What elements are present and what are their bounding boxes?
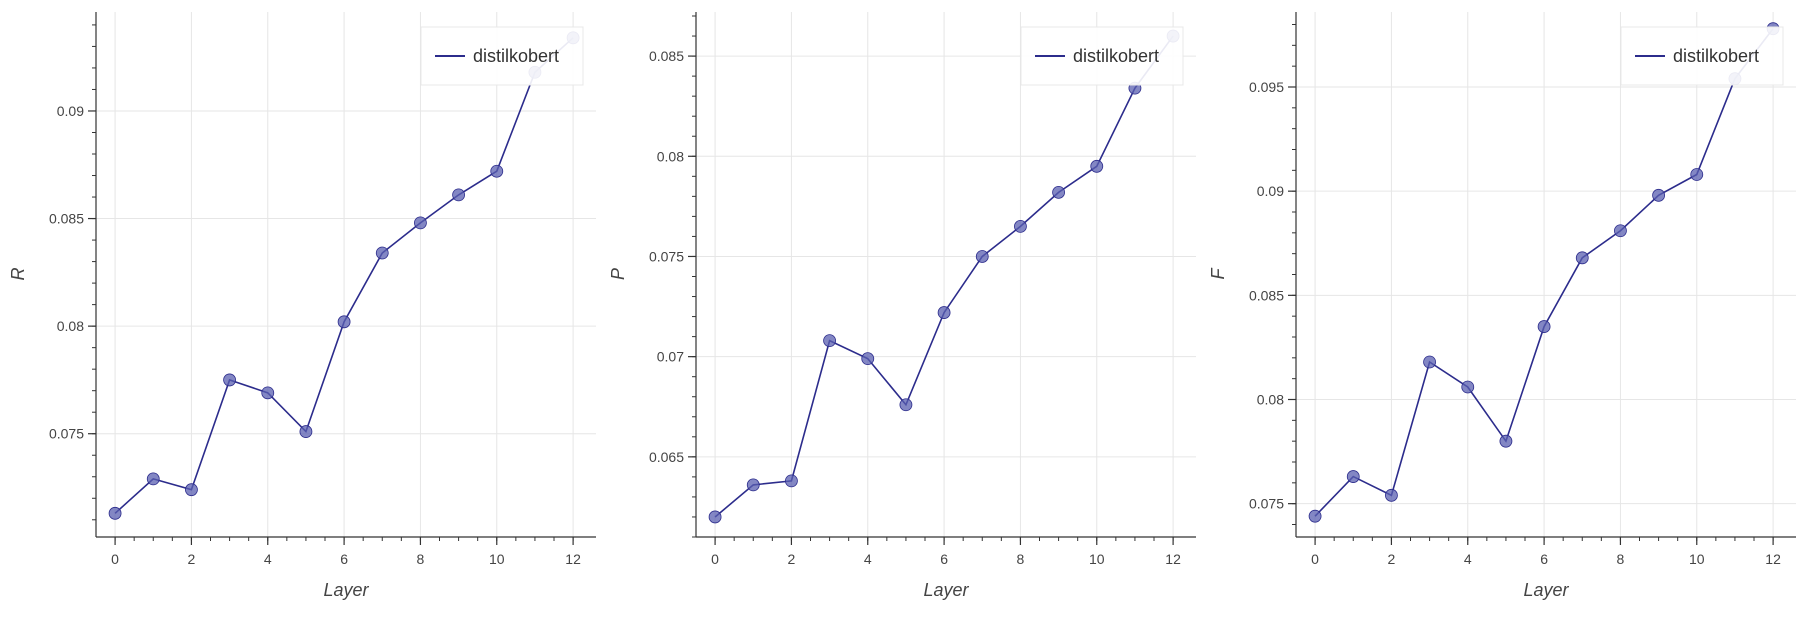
y-tick-label: 0.07 [657,349,684,365]
data-point [1090,159,1104,173]
y-tick-label: 0.08 [1257,392,1284,408]
chart-r: 0.075 0.08 0.085 0.09 0 2 4 6 8 10 12 Layer Rdistilk… [8,12,596,600]
x-tick-label: 10 [1089,551,1105,567]
y-tick-label: 0.08 [657,148,684,164]
x-tick-label: 8 [1617,551,1625,567]
x-tick-label: 6 [340,551,348,567]
y-axis-label: R [8,268,28,281]
data-point [1423,355,1436,369]
data-point [823,334,836,348]
x-axis-label: Layer [1523,580,1569,600]
x-tick-label: 12 [1765,551,1781,567]
y-tick-label: 0.065 [649,449,684,465]
data-point [1690,168,1704,181]
y-axis-label: P [608,268,628,280]
y-tick-label: 0.09 [1257,183,1284,199]
grid [96,12,596,537]
data-point [490,164,504,178]
data-point [937,306,951,319]
x-tick-label: 6 [940,551,948,567]
data-point [337,315,351,329]
data-point [1385,488,1398,502]
x-tick-label: 8 [1017,551,1025,567]
legend: distilkobert [420,26,584,86]
x-axis-label: Layer [923,580,969,600]
x-tick-label: 0 [711,551,719,567]
x-axis-label: Layer [323,580,369,600]
data-point [223,373,236,387]
data-point [261,386,275,400]
data-point [708,510,722,524]
y-tick-label: 0.075 [649,248,684,264]
x-tick-label: 10 [489,551,505,567]
x-tick-label: 10 [1689,551,1705,567]
x-tick-label: 12 [1165,551,1181,567]
legend: distilkobert [1620,26,1784,86]
data-point [1014,220,1027,233]
x-tick-label: 4 [1464,551,1472,567]
y-tick-label: 0.09 [57,103,84,119]
x-tick-label: 4 [264,551,272,567]
y-tick-label: 0.08 [57,318,84,334]
data-point [899,398,913,412]
data-point [861,352,875,366]
data-point [1346,470,1360,483]
x-tick-label: 8 [417,551,425,567]
x-tick-label: 2 [188,551,196,567]
data-point [785,474,798,488]
x-tick-label: 0 [1311,551,1319,567]
data-point [746,478,760,492]
data-point [1461,380,1475,394]
data-point [108,506,122,520]
x-tick-label: 2 [1388,551,1396,567]
data-point [1499,434,1513,448]
x-tick-label: 6 [1540,551,1548,567]
data-point [1614,224,1627,238]
y-tick-label: 0.095 [1249,79,1284,95]
data-point [1308,509,1322,523]
x-tick-label: 4 [864,551,872,567]
data-point [452,188,465,202]
y-tick-label: 0.075 [49,426,84,442]
data-point [375,246,389,260]
data-point [1575,251,1589,265]
x-tick-label: 0 [111,551,119,567]
data-point [146,472,160,486]
data-point [1052,185,1065,199]
legend-label: distilkobert [1073,46,1159,66]
chart-p: 0.065 0.07 0.075 0.08 0.085 0 2 4 6 8 10 12 Layer Pdi… [608,12,1196,600]
data-point [185,483,198,497]
legend-label: distilkobert [1673,46,1759,66]
y-tick-label: 0.085 [49,211,84,227]
legend: distilkobert [1020,26,1184,86]
x-tick-label: 12 [565,551,581,567]
chart-f: 0.075 0.08 0.085 0.09 0.095 0 2 4 6 8 10 12 Layer Fdi… [1208,12,1796,600]
y-tick-label: 0.075 [1249,496,1284,512]
x-tick-label: 2 [788,551,796,567]
y-tick-label: 0.085 [1249,287,1284,303]
grid [696,12,1196,537]
data-point [1537,320,1551,333]
legend-label: distilkobert [473,46,559,66]
y-axis-label: F [1208,268,1228,280]
data-point [299,425,313,438]
y-tick-label: 0.085 [649,48,684,64]
grid [1296,12,1796,537]
data-point [975,250,989,263]
data-point [1652,188,1665,202]
data-point [414,216,427,230]
